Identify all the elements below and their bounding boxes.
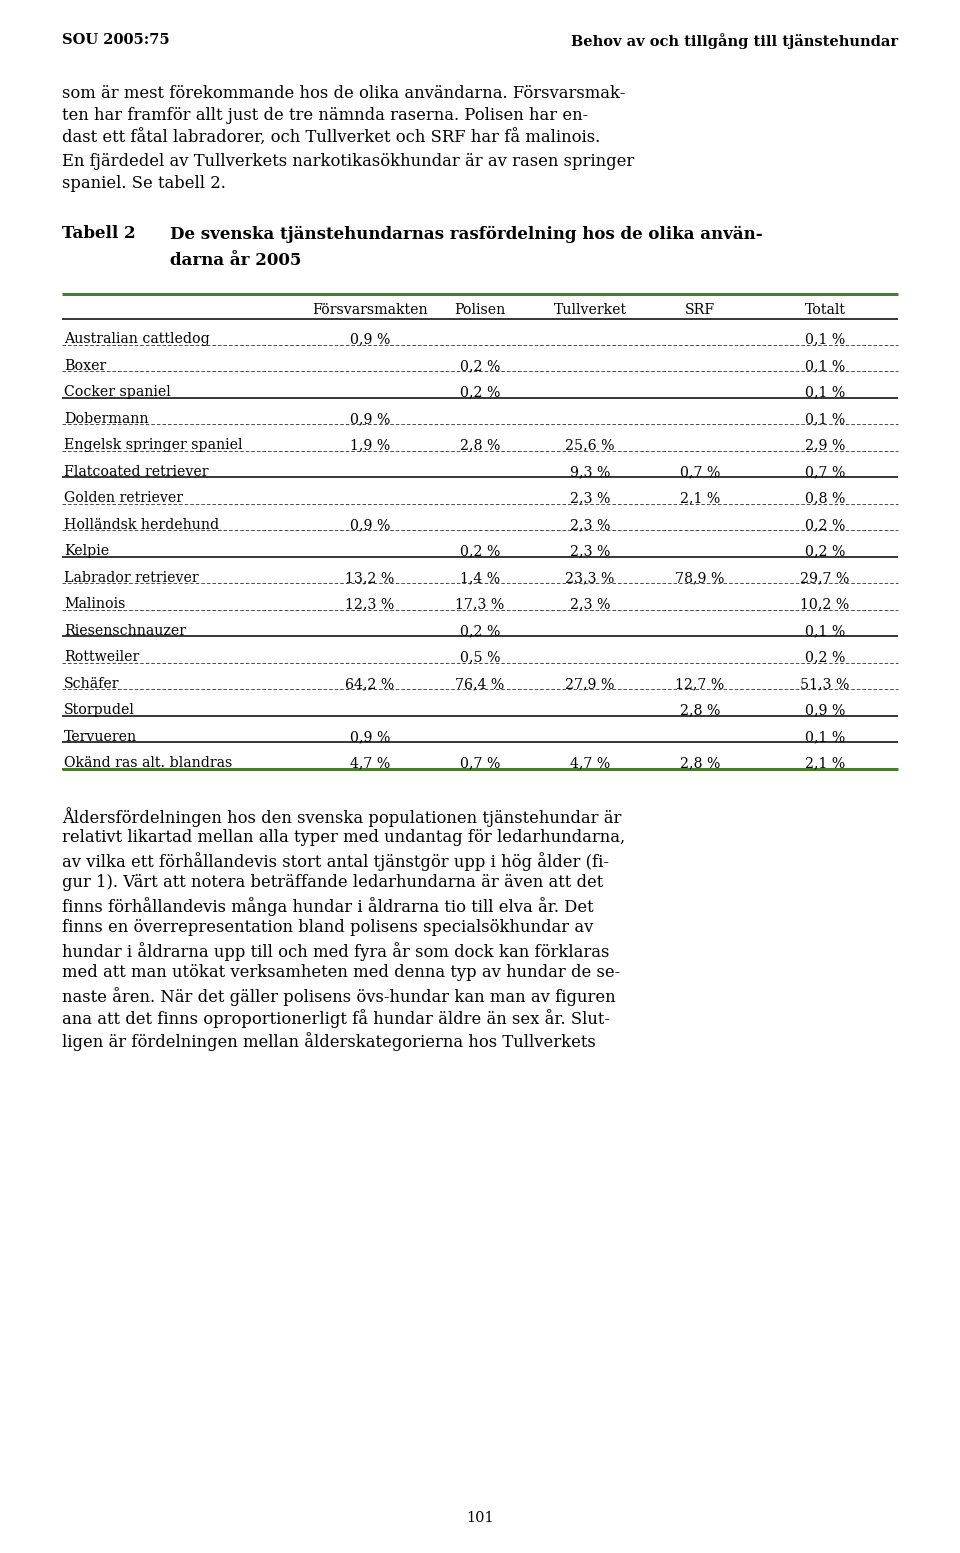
Text: Okänd ras alt. blandras: Okänd ras alt. blandras	[64, 756, 232, 770]
Text: dast ett fåtal labradorer, och Tullverket och SRF har få malinois.: dast ett fåtal labradorer, och Tullverke…	[62, 130, 600, 148]
Text: 51,3 %: 51,3 %	[801, 677, 850, 691]
Text: 76,4 %: 76,4 %	[455, 677, 505, 691]
Text: naste åren. När det gäller polisens övs-hundar kan man av figuren: naste åren. När det gäller polisens övs-…	[62, 986, 615, 1006]
Text: 2,3 %: 2,3 %	[570, 491, 611, 505]
Text: 0,8 %: 0,8 %	[804, 491, 845, 505]
Text: 12,7 %: 12,7 %	[676, 677, 725, 691]
Text: gur 1). Värt att notera beträffande ledarhundarna är även att det: gur 1). Värt att notera beträffande leda…	[62, 874, 603, 891]
Text: 0,2 %: 0,2 %	[460, 545, 500, 559]
Text: 4,7 %: 4,7 %	[349, 756, 390, 770]
Text: 2,3 %: 2,3 %	[570, 598, 611, 612]
Text: 1,4 %: 1,4 %	[460, 572, 500, 585]
Text: Totalt: Totalt	[804, 303, 846, 317]
Text: 12,3 %: 12,3 %	[346, 598, 395, 612]
Text: 2,3 %: 2,3 %	[570, 545, 611, 559]
Text: finns en överrepresentation bland polisens specialsökhundar av: finns en överrepresentation bland polise…	[62, 919, 593, 936]
Text: 23,3 %: 23,3 %	[565, 572, 614, 585]
Text: Cocker spaniel: Cocker spaniel	[64, 385, 171, 399]
Text: Labrador retriever: Labrador retriever	[64, 572, 199, 585]
Text: Kelpie: Kelpie	[64, 545, 109, 559]
Text: Holländsk herdehund: Holländsk herdehund	[64, 519, 219, 533]
Text: ligen är fördelningen mellan ålderskategorierna hos Tullverkets: ligen är fördelningen mellan ålderskateg…	[62, 1031, 596, 1051]
Text: som är mest förekommande hos de olika användarna. Försvarsmak-: som är mest förekommande hos de olika an…	[62, 85, 625, 102]
Text: 0,2 %: 0,2 %	[804, 545, 845, 559]
Text: 0,7 %: 0,7 %	[804, 464, 845, 478]
Text: 0,2 %: 0,2 %	[460, 385, 500, 399]
Text: ten har framför allt just de tre nämnda raserna. Polisen har en-: ten har framför allt just de tre nämnda …	[62, 107, 588, 124]
Text: 1,9 %: 1,9 %	[349, 438, 390, 452]
Text: 0,7 %: 0,7 %	[680, 464, 720, 478]
Text: Tervueren: Tervueren	[64, 730, 137, 744]
Text: 0,1 %: 0,1 %	[804, 332, 845, 346]
Text: relativt likartad mellan alla typer med undantag för ledarhundarna,: relativt likartad mellan alla typer med …	[62, 829, 625, 846]
Text: Golden retriever: Golden retriever	[64, 491, 183, 505]
Text: 2,1 %: 2,1 %	[804, 756, 845, 770]
Text: Tullverket: Tullverket	[553, 303, 627, 317]
Text: 0,9 %: 0,9 %	[804, 704, 845, 717]
Text: Dobermann: Dobermann	[64, 412, 149, 426]
Text: 2,1 %: 2,1 %	[680, 491, 720, 505]
Text: 0,7 %: 0,7 %	[460, 756, 500, 770]
Text: 0,9 %: 0,9 %	[349, 519, 390, 533]
Text: 0,9 %: 0,9 %	[349, 730, 390, 744]
Text: 25,6 %: 25,6 %	[565, 438, 614, 452]
Text: SOU 2005:75: SOU 2005:75	[62, 33, 170, 47]
Text: Behov av och tillgång till tjänstehundar: Behov av och tillgång till tjänstehundar	[571, 33, 898, 48]
Text: hundar i åldrarna upp till och med fyra år som dock kan förklaras: hundar i åldrarna upp till och med fyra …	[62, 941, 610, 961]
Text: En fjärdedel av Tullverkets narkotikasökhundar är av rasen springer: En fjärdedel av Tullverkets narkotikasök…	[62, 152, 635, 169]
Text: Riesenschnauzer: Riesenschnauzer	[64, 624, 186, 638]
Text: 4,7 %: 4,7 %	[570, 756, 611, 770]
Text: med att man utökat verksamheten med denna typ av hundar de se-: med att man utökat verksamheten med denn…	[62, 964, 620, 981]
Text: 9,3 %: 9,3 %	[570, 464, 611, 478]
Text: 101: 101	[467, 1511, 493, 1525]
Text: darna år 2005: darna år 2005	[170, 252, 301, 269]
Text: finns förhållandevis många hundar i åldrarna tio till elva år. Det: finns förhållandevis många hundar i åldr…	[62, 896, 593, 916]
Text: 0,2 %: 0,2 %	[460, 624, 500, 638]
Text: av vilka ett förhållandevis stort antal tjänstgör upp i hög ålder (fi-: av vilka ett förhållandevis stort antal …	[62, 851, 609, 871]
Text: 2,8 %: 2,8 %	[460, 438, 500, 452]
Text: 17,3 %: 17,3 %	[455, 598, 505, 612]
Text: 78,9 %: 78,9 %	[675, 572, 725, 585]
Text: De svenska tjänstehundarnas rasfördelning hos de olika använ-: De svenska tjänstehundarnas rasfördelnin…	[170, 225, 762, 242]
Text: Engelsk springer spaniel: Engelsk springer spaniel	[64, 438, 243, 452]
Text: 64,2 %: 64,2 %	[346, 677, 395, 691]
Text: 0,2 %: 0,2 %	[804, 651, 845, 665]
Text: 0,2 %: 0,2 %	[460, 359, 500, 373]
Text: Tabell 2: Tabell 2	[62, 225, 135, 242]
Text: 0,1 %: 0,1 %	[804, 359, 845, 373]
Text: 0,9 %: 0,9 %	[349, 332, 390, 346]
Text: 0,1 %: 0,1 %	[804, 730, 845, 744]
Text: 0,5 %: 0,5 %	[460, 651, 500, 665]
Text: spaniel. Se tabell 2.: spaniel. Se tabell 2.	[62, 175, 226, 193]
Text: 29,7 %: 29,7 %	[801, 572, 850, 585]
Text: 0,1 %: 0,1 %	[804, 624, 845, 638]
Text: 13,2 %: 13,2 %	[346, 572, 395, 585]
Text: 2,8 %: 2,8 %	[680, 704, 720, 717]
Text: SRF: SRF	[684, 303, 715, 317]
Text: 0,1 %: 0,1 %	[804, 412, 845, 426]
Text: Schäfer: Schäfer	[64, 677, 119, 691]
Text: 10,2 %: 10,2 %	[801, 598, 850, 612]
Text: 2,3 %: 2,3 %	[570, 519, 611, 533]
Text: 0,2 %: 0,2 %	[804, 519, 845, 533]
Text: Försvarsmakten: Försvarsmakten	[312, 303, 428, 317]
Text: Australian cattledog: Australian cattledog	[64, 332, 209, 346]
Text: Rottweiler: Rottweiler	[64, 651, 139, 665]
Text: 27,9 %: 27,9 %	[565, 677, 614, 691]
Text: 2,8 %: 2,8 %	[680, 756, 720, 770]
Text: Flatcoated retriever: Flatcoated retriever	[64, 464, 208, 478]
Text: Malinois: Malinois	[64, 598, 126, 612]
Text: 0,1 %: 0,1 %	[804, 385, 845, 399]
Text: Storpudel: Storpudel	[64, 704, 134, 717]
Text: 0,9 %: 0,9 %	[349, 412, 390, 426]
Text: ana att det finns oproportionerligt få hundar äldre än sex år. Slut-: ana att det finns oproportionerligt få h…	[62, 1009, 610, 1028]
Text: 2,9 %: 2,9 %	[804, 438, 845, 452]
Text: Boxer: Boxer	[64, 359, 107, 373]
Text: Polisen: Polisen	[454, 303, 506, 317]
Text: Åldersfördelningen hos den svenska populationen tjänstehundar är: Åldersfördelningen hos den svenska popul…	[62, 806, 621, 826]
